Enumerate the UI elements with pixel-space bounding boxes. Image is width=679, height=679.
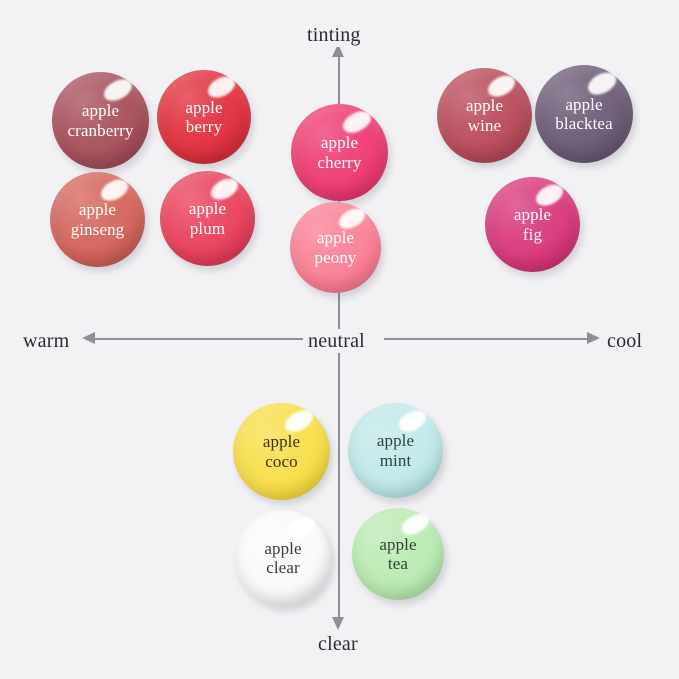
- swatch-apple-cranberry[interactable]: apple cranberry: [52, 72, 149, 169]
- swatch-rim-sheen: [352, 508, 444, 600]
- axis-label-cool: cool: [602, 329, 648, 353]
- swatch-apple-fig[interactable]: apple fig: [485, 177, 580, 272]
- horizontal-axis-line-right: [384, 338, 591, 340]
- swatch-rim-sheen: [348, 403, 443, 498]
- swatch-rim-sheen: [535, 65, 633, 163]
- swatch-apple-berry[interactable]: apple berry: [157, 70, 251, 164]
- arrow-down-icon: [332, 617, 344, 630]
- swatch-rim-sheen: [437, 68, 532, 163]
- swatch-apple-ginseng[interactable]: apple ginseng: [50, 172, 145, 267]
- arrow-left-icon: [82, 332, 95, 344]
- swatch-rim-sheen: [160, 171, 255, 266]
- swatch-rim-sheen: [157, 70, 251, 164]
- swatch-apple-tea[interactable]: apple tea: [352, 508, 444, 600]
- swatch-rim-sheen: [50, 172, 145, 267]
- arrow-up-icon: [332, 44, 344, 57]
- axis-label-warm: warm: [18, 329, 75, 353]
- swatch-rim-sheen: [290, 202, 381, 293]
- swatch-apple-cherry[interactable]: apple cherry: [291, 104, 388, 201]
- swatch-apple-wine[interactable]: apple wine: [437, 68, 532, 163]
- axis-label-neutral: neutral: [303, 329, 370, 353]
- swatch-apple-mint[interactable]: apple mint: [348, 403, 443, 498]
- swatch-apple-clear[interactable]: apple clear: [235, 510, 331, 606]
- swatch-rim-sheen: [233, 403, 330, 500]
- swatch-apple-peony[interactable]: apple peony: [290, 202, 381, 293]
- swatch-rim-sheen: [485, 177, 580, 272]
- horizontal-axis-line-left: [86, 338, 308, 340]
- swatch-rim-sheen: [235, 510, 331, 606]
- swatch-apple-coco[interactable]: apple coco: [233, 403, 330, 500]
- axis-label-tinting: tinting: [302, 23, 366, 47]
- axis-label-clear: clear: [313, 632, 363, 656]
- swatch-apple-blacktea[interactable]: apple blacktea: [535, 65, 633, 163]
- swatch-rim-sheen: [52, 72, 149, 169]
- arrow-right-icon: [587, 332, 600, 344]
- swatch-rim-sheen: [291, 104, 388, 201]
- swatch-apple-plum[interactable]: apple plum: [160, 171, 255, 266]
